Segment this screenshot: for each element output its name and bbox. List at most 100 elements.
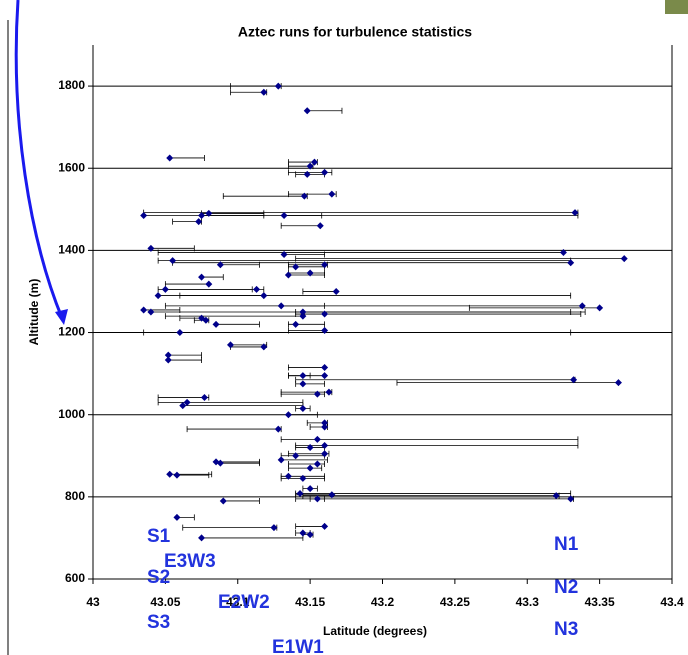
error-bar [167, 352, 202, 359]
data-point [284, 472, 292, 480]
data-point [200, 393, 208, 401]
data-point [140, 306, 148, 314]
data-point [596, 304, 604, 312]
data-point [332, 287, 340, 295]
data-point [173, 471, 181, 479]
data-point [140, 211, 148, 219]
data-point [313, 460, 321, 468]
data-point [280, 250, 288, 258]
x-tick-label: 43.4 [660, 595, 684, 609]
y-tick-label: 600 [65, 571, 85, 585]
data-point [299, 372, 307, 380]
annotation: N2 [554, 577, 578, 598]
x-tick-label: 43.3 [516, 595, 540, 609]
data-point [183, 398, 191, 406]
annotation: E3W3 [164, 551, 216, 572]
y-tick-label: 1600 [58, 160, 85, 174]
error-bar [396, 379, 619, 386]
data-point [570, 376, 578, 384]
error-bar [283, 212, 323, 219]
data-point [173, 513, 181, 521]
x-axis-label: Latitude (degrees) [323, 624, 427, 638]
data-point [198, 534, 206, 542]
data-point [205, 280, 213, 288]
data-point [321, 450, 329, 458]
data-point [313, 390, 321, 398]
data-point [292, 452, 300, 460]
data-point [299, 308, 307, 316]
y-tick-label: 1800 [58, 78, 85, 92]
y-tick-label: 1200 [58, 325, 85, 339]
data-point [299, 405, 307, 413]
data-point [296, 490, 304, 498]
data-point [179, 402, 187, 410]
x-tick-label: 43.25 [440, 595, 470, 609]
data-point [198, 211, 206, 219]
error-bar [201, 534, 304, 541]
data-point [300, 192, 308, 200]
data-point [321, 423, 329, 431]
y-axis-label: Altitude (m) [27, 279, 41, 346]
error-bar [219, 460, 260, 467]
error-bar [164, 281, 210, 288]
y-tick-label: 800 [65, 489, 85, 503]
data-point [620, 255, 628, 263]
data-point [306, 485, 314, 493]
data-point [316, 222, 324, 230]
annotation: S2 [147, 567, 170, 588]
data-point [321, 363, 329, 371]
data-point [227, 341, 235, 349]
x-tick-label: 43.1 [226, 595, 250, 609]
data-point [280, 211, 288, 219]
error-bar [222, 497, 260, 504]
data-point [169, 257, 177, 265]
data-point [299, 380, 307, 388]
error-bar [215, 321, 260, 328]
data-point [321, 522, 329, 530]
data-point [161, 285, 169, 293]
x-tick-label: 43 [86, 595, 100, 609]
data-point [571, 209, 579, 217]
error-bar [179, 292, 265, 299]
data-point [260, 88, 268, 96]
data-point [164, 356, 172, 364]
data-point [567, 259, 575, 267]
data-point [202, 316, 210, 324]
data-point [306, 444, 314, 452]
data-point [205, 209, 213, 217]
data-point [292, 320, 300, 328]
error-bar [295, 442, 579, 449]
data-point [559, 248, 567, 256]
data-point [260, 292, 268, 300]
error-bar [167, 357, 202, 364]
y-tick-label: 1400 [58, 243, 85, 257]
annotation: N1 [554, 534, 579, 555]
error-bar [143, 329, 572, 336]
data-point [212, 320, 220, 328]
error-bar [157, 399, 304, 406]
data-point [578, 302, 586, 310]
data-point [277, 456, 285, 464]
data-point [306, 162, 314, 170]
data-point [321, 261, 329, 269]
error-bar [288, 465, 323, 472]
chart-title: Aztec runs for turbulence statistics [238, 24, 472, 40]
annotation: S1 [147, 526, 171, 547]
data-point [552, 492, 560, 500]
data-point [321, 442, 329, 449]
data-point [313, 495, 321, 503]
annotation: E2W2 [218, 592, 270, 613]
error-bar [164, 286, 265, 293]
error-bar [186, 426, 282, 433]
x-tick-label: 43.05 [150, 595, 180, 609]
data-point [154, 292, 162, 300]
data-point [306, 464, 314, 472]
data-point [614, 379, 622, 387]
data-point [260, 343, 268, 351]
data-point [303, 107, 311, 115]
annotation: S3 [147, 612, 170, 633]
data-point [310, 158, 318, 166]
error-bar [280, 222, 321, 229]
